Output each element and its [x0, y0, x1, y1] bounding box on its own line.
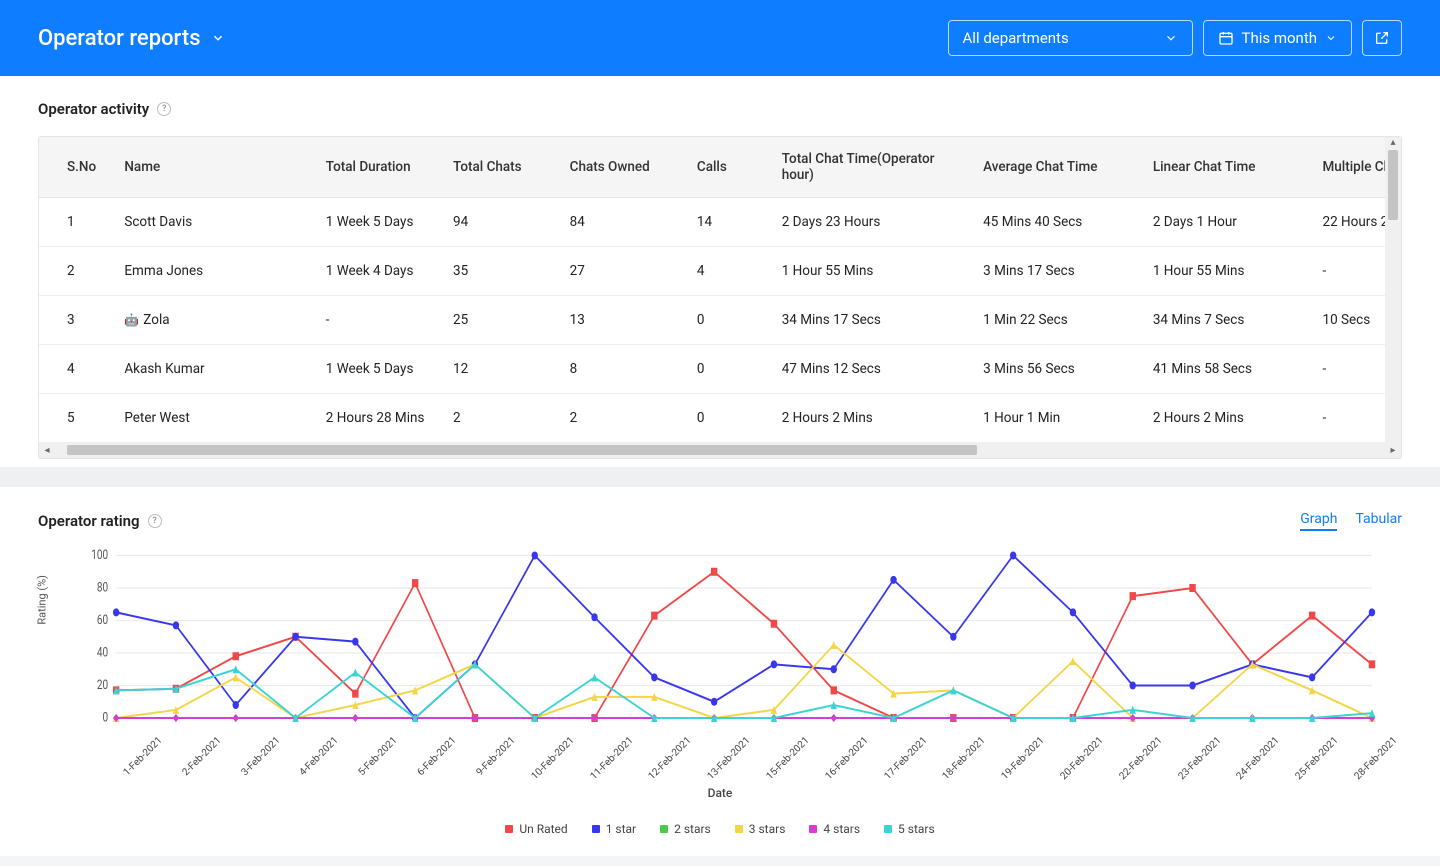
header-bar: Operator reports All departments This mo…: [0, 0, 1440, 76]
header-controls: All departments This month: [948, 20, 1402, 56]
column-header[interactable]: Total Duration: [314, 137, 441, 198]
svg-text:100: 100: [91, 547, 108, 562]
operator-activity-section: Operator activity ? S.NoNameTotal Durati…: [0, 76, 1440, 467]
column-header[interactable]: Total Chat Time(Operator hour): [770, 137, 971, 198]
legend-item[interactable]: 4 stars: [809, 822, 860, 836]
rating-title-text: Operator rating: [38, 512, 140, 530]
legend-item[interactable]: Un Rated: [505, 822, 567, 836]
calendar-icon: [1218, 30, 1234, 46]
section-divider: [0, 467, 1440, 487]
svg-text:20: 20: [97, 677, 108, 692]
table-row[interactable]: 1Scott Davis1 Week 5 Days9484142 Days 23…: [39, 198, 1401, 247]
chevron-down-icon: [1325, 32, 1337, 44]
column-header[interactable]: S.No: [39, 137, 112, 198]
export-icon: [1374, 30, 1390, 46]
activity-title-text: Operator activity: [38, 100, 149, 118]
help-icon[interactable]: ?: [157, 102, 171, 116]
horizontal-scrollbar[interactable]: ◂ ▸: [39, 442, 1401, 458]
vertical-scrollbar[interactable]: ▴: [1385, 137, 1401, 442]
y-axis-label: Rating (%): [36, 575, 49, 625]
svg-text:40: 40: [97, 645, 108, 660]
date-filter[interactable]: This month: [1203, 20, 1352, 56]
svg-text:80: 80: [97, 580, 108, 595]
column-header[interactable]: Chats Owned: [558, 137, 685, 198]
department-filter-label: All departments: [963, 29, 1069, 47]
rating-chart-svg: 0 20 40 60 80 100: [68, 543, 1392, 743]
table-row[interactable]: 3🤖Zola-2513034 Mins 17 Secs1 Min 22 Secs…: [39, 296, 1401, 345]
chevron-down-icon: [1164, 31, 1178, 45]
legend-marker: [592, 825, 600, 833]
activity-table-scroll[interactable]: S.NoNameTotal DurationTotal ChatsChats O…: [39, 137, 1401, 442]
column-header[interactable]: Calls: [685, 137, 770, 198]
legend-marker: [884, 825, 892, 833]
rating-title: Operator rating ?: [38, 512, 162, 530]
activity-table: S.NoNameTotal DurationTotal ChatsChats O…: [39, 137, 1401, 442]
table-row[interactable]: 5Peter West2 Hours 28 Mins2202 Hours 2 M…: [39, 394, 1401, 443]
svg-text:60: 60: [97, 612, 108, 627]
svg-text:0: 0: [102, 710, 108, 725]
legend-item[interactable]: 2 stars: [660, 822, 711, 836]
tab-graph[interactable]: Graph: [1300, 511, 1337, 531]
column-header[interactable]: Name: [112, 137, 313, 198]
date-filter-label: This month: [1242, 29, 1317, 47]
legend-marker: [660, 825, 668, 833]
help-icon[interactable]: ?: [148, 514, 162, 528]
chart-legend: Un Rated 1 star 2 stars 3 stars 4 stars 5 sta…: [38, 822, 1402, 836]
tab-tabular[interactable]: Tabular: [1355, 511, 1402, 531]
table-row[interactable]: 2Emma Jones1 Week 4 Days352741 Hour 55 M…: [39, 247, 1401, 296]
activity-table-wrap: S.NoNameTotal DurationTotal ChatsChats O…: [38, 136, 1402, 459]
x-axis-title: Date: [38, 786, 1402, 800]
column-header[interactable]: Linear Chat Time: [1141, 137, 1311, 198]
operator-rating-section: Operator rating ? Graph Tabular Rating (…: [0, 487, 1440, 856]
column-header[interactable]: Average Chat Time: [971, 137, 1141, 198]
department-filter[interactable]: All departments: [948, 20, 1193, 56]
bot-icon: 🤖: [124, 313, 139, 327]
legend-marker: [809, 825, 817, 833]
column-header[interactable]: Total Chats: [441, 137, 558, 198]
title-area[interactable]: Operator reports: [38, 26, 225, 51]
rating-chart: Rating (%) 020406080100: [68, 543, 1392, 743]
table-row[interactable]: 4Akash Kumar1 Week 5 Days128047 Mins 12 …: [39, 345, 1401, 394]
legend-item[interactable]: 5 stars: [884, 822, 935, 836]
view-toggle: Graph Tabular: [1300, 511, 1402, 531]
page-title: Operator reports: [38, 26, 201, 51]
legend-marker: [735, 825, 743, 833]
export-button[interactable]: [1362, 20, 1402, 56]
activity-title: Operator activity ?: [38, 100, 1402, 118]
legend-item[interactable]: 3 stars: [735, 822, 786, 836]
legend-item[interactable]: 1 star: [592, 822, 636, 836]
chevron-down-icon: [211, 31, 225, 45]
legend-marker: [505, 825, 513, 833]
